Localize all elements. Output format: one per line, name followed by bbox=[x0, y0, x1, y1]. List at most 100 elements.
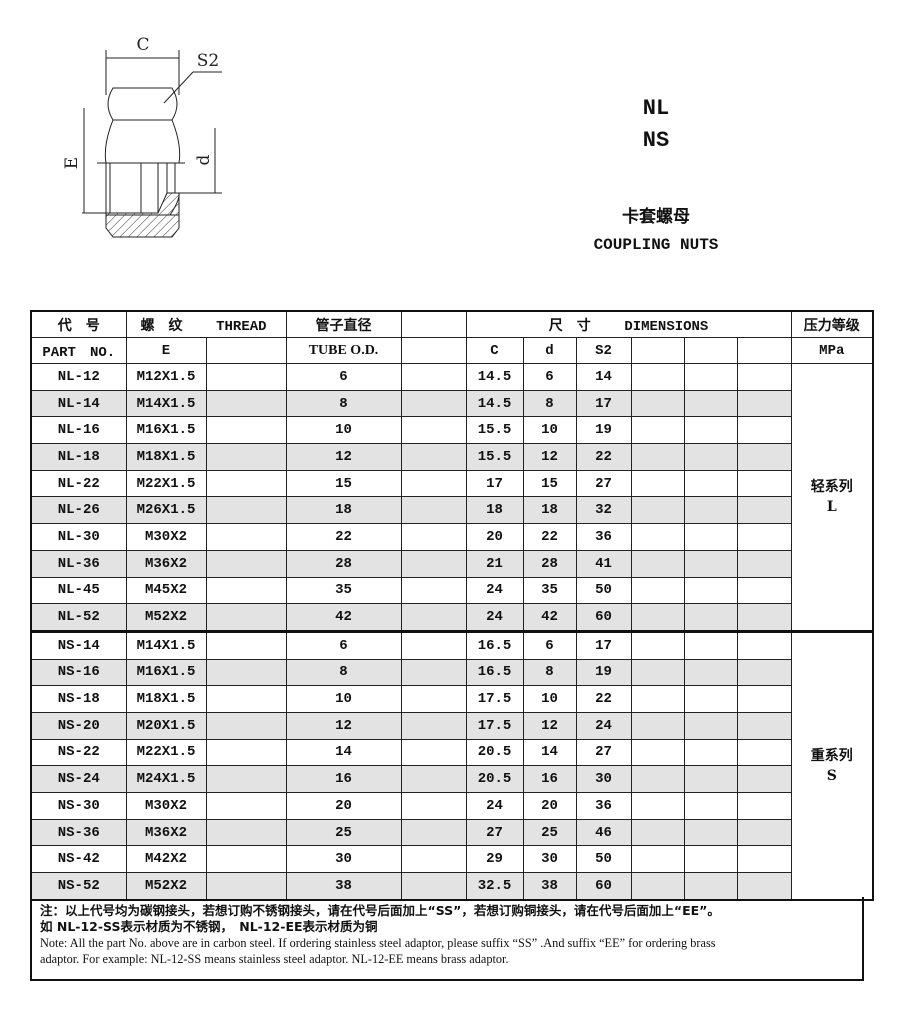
c-cell: 27 bbox=[465, 818, 524, 847]
tube-od-cell: 20 bbox=[285, 792, 402, 820]
c-cell: 32.5 bbox=[465, 872, 524, 901]
part-no-cell: NL-18 bbox=[30, 443, 127, 471]
d-cell: 35 bbox=[522, 576, 577, 605]
s2-cell: 36 bbox=[575, 523, 632, 551]
c-cell: 20.5 bbox=[465, 765, 524, 793]
header-row-2: PART NO. E TUBE O.D. C d S2 MPa bbox=[30, 337, 874, 364]
thread-cell: M16X1.5 bbox=[125, 658, 207, 687]
table-row: NL-52 M52X2 42 24 42 60 bbox=[30, 603, 873, 632]
header-dimensions-cn: 尺 寸 bbox=[548, 317, 591, 334]
c-cell: 24 bbox=[465, 792, 524, 820]
dimension-label-c: C bbox=[136, 35, 149, 55]
c-cell: 14.5 bbox=[465, 389, 524, 418]
header-part-no: PART NO. bbox=[30, 337, 127, 364]
header-dimensions: 尺 寸 DIMENSIONS bbox=[465, 310, 792, 338]
s2-cell: 60 bbox=[575, 872, 632, 901]
s2-cell: 22 bbox=[575, 685, 632, 713]
header-part-cn: 代 号 bbox=[30, 310, 127, 338]
s2-cell: 60 bbox=[575, 603, 632, 632]
thread-cell: M18X1.5 bbox=[125, 685, 207, 713]
table-row: NL-30 M30X2 22 20 22 36 bbox=[30, 523, 873, 551]
part-no-cell: NS-52 bbox=[30, 872, 127, 901]
part-no-cell: NL-14 bbox=[30, 389, 127, 418]
s2-cell: 46 bbox=[575, 818, 632, 847]
part-no-cell: NL-36 bbox=[30, 549, 127, 578]
tube-od-cell: 42 bbox=[285, 603, 402, 632]
c-cell: 24 bbox=[465, 603, 524, 632]
c-cell: 15.5 bbox=[465, 443, 524, 471]
tube-od-cell: 6 bbox=[285, 629, 402, 660]
d-cell: 22 bbox=[522, 523, 577, 551]
d-cell: 8 bbox=[522, 658, 577, 687]
s2-cell: 50 bbox=[575, 576, 632, 605]
tube-od-cell: 14 bbox=[285, 738, 402, 767]
tube-od-cell: 8 bbox=[285, 658, 402, 687]
header-tube-cn: 管子直径 bbox=[285, 310, 402, 338]
header-s2: S2 bbox=[575, 337, 632, 364]
table-row: NS-22 M22X1.5 14 20.5 14 27 bbox=[30, 738, 873, 767]
thread-cell: M30X2 bbox=[125, 792, 207, 820]
d-cell: 12 bbox=[522, 711, 577, 740]
product-code-ns: NS bbox=[642, 128, 670, 153]
table-row: NL-45 M45X2 35 24 35 50 bbox=[30, 576, 873, 605]
thread-cell: M12X1.5 bbox=[125, 363, 207, 391]
header-mpa: MPa bbox=[790, 337, 874, 364]
c-cell: 16.5 bbox=[465, 629, 524, 660]
part-no-cell: NS-16 bbox=[30, 658, 127, 687]
s2-cell: 50 bbox=[575, 845, 632, 874]
thread-cell: M24X1.5 bbox=[125, 765, 207, 793]
header-dimensions-en: DIMENSIONS bbox=[624, 318, 709, 335]
thread-cell: M52X2 bbox=[125, 872, 207, 901]
c-cell: 17.5 bbox=[465, 711, 524, 740]
part-no-cell: NL-22 bbox=[30, 469, 127, 498]
tube-od-cell: 25 bbox=[285, 818, 402, 847]
s2-cell: 27 bbox=[575, 738, 632, 767]
s2-cell: 41 bbox=[575, 549, 632, 578]
d-cell: 10 bbox=[522, 416, 577, 445]
pressure-series-cell: 轻系列 L bbox=[790, 363, 874, 632]
c-cell: 18 bbox=[465, 496, 524, 525]
header-row-1: 代 号 螺 纹 THREAD 管子直径 尺 寸 DIMENSIONS 压力等级 bbox=[30, 310, 874, 338]
table-row: NL-14 M14X1.5 8 14.5 8 17 bbox=[30, 389, 873, 418]
s2-cell: 30 bbox=[575, 765, 632, 793]
dimension-label-s2: S2 bbox=[197, 51, 219, 71]
c-cell: 20 bbox=[465, 523, 524, 551]
thread-cell: M22X1.5 bbox=[125, 469, 207, 498]
d-cell: 8 bbox=[522, 389, 577, 418]
d-cell: 20 bbox=[522, 792, 577, 820]
tube-od-cell: 18 bbox=[285, 496, 402, 525]
part-no-cell: NL-26 bbox=[30, 496, 127, 525]
table-row: NL-16 M16X1.5 10 15.5 10 19 bbox=[30, 416, 873, 445]
thread-cell: M42X2 bbox=[125, 845, 207, 874]
s2-cell: 19 bbox=[575, 416, 632, 445]
d-cell: 10 bbox=[522, 685, 577, 713]
product-code-nl: NL bbox=[642, 96, 670, 121]
product-name-en: COUPLING NUTS bbox=[593, 236, 719, 254]
c-cell: 24 bbox=[465, 576, 524, 605]
note-cn-line-2: 如 NL-12-SS表示材质为不锈钢， NL-12-EE表示材质为铜 bbox=[40, 919, 378, 934]
thread-cell: M14X1.5 bbox=[125, 389, 207, 418]
table-row: NS-52 M52X2 38 32.5 38 60 bbox=[30, 872, 873, 901]
d-cell: 25 bbox=[522, 818, 577, 847]
coupling-nut-drawing: C S2 E d bbox=[62, 35, 222, 238]
s2-cell: 32 bbox=[575, 496, 632, 525]
d-cell: 14 bbox=[522, 738, 577, 767]
d-cell: 42 bbox=[522, 603, 577, 632]
c-cell: 17 bbox=[465, 469, 524, 498]
c-cell: 16.5 bbox=[465, 658, 524, 687]
table-row: NS-14 M14X1.5 6 16.5 6 17 重系列 S bbox=[30, 629, 874, 901]
d-cell: 18 bbox=[522, 496, 577, 525]
table-row: NS-20 M20X1.5 12 17.5 12 24 bbox=[30, 711, 873, 740]
thread-cell: M30X2 bbox=[125, 523, 207, 551]
tube-od-cell: 12 bbox=[285, 711, 402, 740]
header-c: C bbox=[465, 337, 524, 364]
s2-cell: 24 bbox=[575, 711, 632, 740]
c-cell: 15.5 bbox=[465, 416, 524, 445]
table-row: NS-24 M24X1.5 16 20.5 16 30 bbox=[30, 765, 873, 793]
d-cell: 6 bbox=[522, 363, 577, 391]
s2-cell: 17 bbox=[575, 629, 632, 660]
s2-cell: 14 bbox=[575, 363, 632, 391]
tube-od-cell: 12 bbox=[285, 443, 402, 471]
table-row: NL-26 M26X1.5 18 18 18 32 bbox=[30, 496, 873, 525]
tube-od-cell: 15 bbox=[285, 469, 402, 498]
